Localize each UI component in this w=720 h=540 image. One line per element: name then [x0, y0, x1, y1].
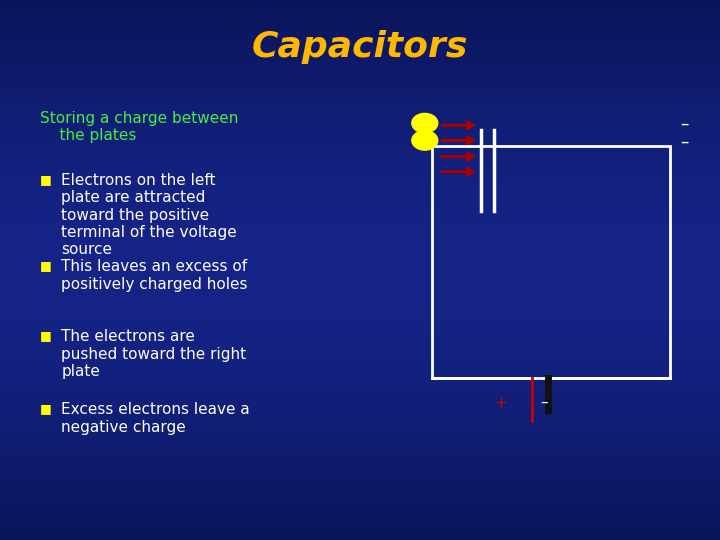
Circle shape: [412, 113, 438, 133]
Text: +: +: [494, 396, 507, 411]
Text: ■: ■: [40, 259, 51, 272]
Text: Electrons on the left
plate are attracted
toward the positive
terminal of the vo: Electrons on the left plate are attracte…: [61, 173, 237, 258]
Text: Capacitors: Capacitors: [252, 30, 468, 64]
Text: –: –: [540, 395, 547, 410]
Text: This leaves an excess of
positively charged holes: This leaves an excess of positively char…: [61, 259, 248, 292]
Text: Storing a charge between
    the plates: Storing a charge between the plates: [40, 111, 238, 143]
Text: The electrons are
pushed toward the right
plate: The electrons are pushed toward the righ…: [61, 329, 246, 379]
Text: ■: ■: [40, 402, 51, 415]
Text: ■: ■: [40, 329, 51, 342]
Circle shape: [412, 131, 438, 150]
Text: ■: ■: [40, 173, 51, 186]
Text: –: –: [680, 115, 688, 133]
Text: –: –: [680, 132, 688, 151]
Text: Excess electrons leave a
negative charge: Excess electrons leave a negative charge: [61, 402, 250, 435]
Bar: [432, 146, 670, 378]
